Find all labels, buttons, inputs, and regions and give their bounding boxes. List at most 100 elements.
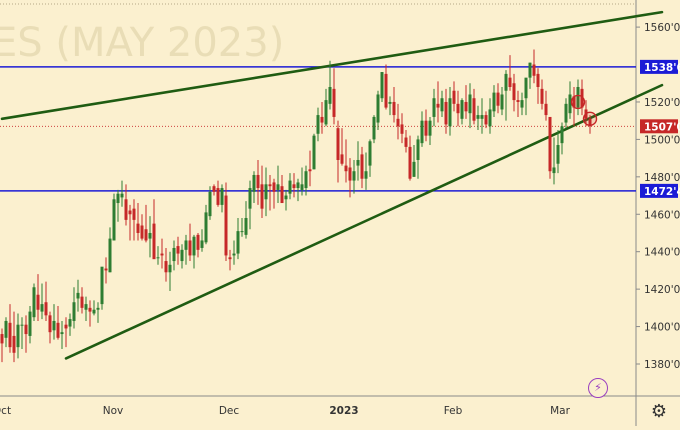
candle <box>312 133 316 170</box>
candle <box>376 90 380 131</box>
candle-body <box>492 92 496 112</box>
candle <box>476 105 480 131</box>
candle-body <box>64 324 68 329</box>
candle-body <box>396 118 400 127</box>
candle-body <box>132 208 136 220</box>
candle-body <box>224 195 228 256</box>
candle <box>460 98 464 125</box>
candle <box>496 83 500 114</box>
candle <box>328 60 332 110</box>
candle <box>536 68 540 104</box>
candle <box>260 165 264 219</box>
candle-body <box>152 223 156 260</box>
candle-body <box>512 83 516 101</box>
candle-body <box>352 171 356 181</box>
candle-body <box>0 334 4 344</box>
candle <box>432 88 436 127</box>
price-tag-label: 1472'4 <box>644 186 680 198</box>
candle-body <box>344 165 348 172</box>
candle-body <box>304 171 308 189</box>
lightning-icon[interactable]: ⚡ <box>588 378 608 398</box>
candle <box>368 139 372 177</box>
candle <box>440 90 444 117</box>
candle <box>404 130 408 153</box>
candle-body <box>456 103 460 114</box>
candle-body <box>424 120 428 136</box>
candle <box>0 328 4 363</box>
candle <box>168 251 172 292</box>
candle <box>468 83 472 129</box>
candle-body <box>448 98 452 127</box>
candle-body <box>244 218 248 235</box>
candle-body <box>296 182 300 189</box>
candle <box>140 214 144 241</box>
gear-icon[interactable]: ⚙ <box>650 401 668 422</box>
y-tick-label: 1460'0 <box>644 209 680 221</box>
candle-body <box>84 304 88 310</box>
candle-body <box>260 184 264 209</box>
candle <box>344 139 348 183</box>
candle <box>480 98 484 134</box>
trendline-0 <box>0 10 664 121</box>
candle-body <box>428 120 432 136</box>
candle-body <box>256 174 260 189</box>
candle <box>72 287 76 329</box>
candle-body <box>196 234 200 250</box>
candle-body <box>276 184 280 190</box>
price-tags: 1538'6 1472'4 1507'0 <box>640 59 680 198</box>
candle-body <box>192 236 196 256</box>
y-tick-label: 1420'0 <box>644 284 680 296</box>
candle <box>472 88 476 125</box>
candle-body <box>588 118 592 127</box>
candle <box>112 193 116 241</box>
candle-body <box>452 90 456 104</box>
candle <box>408 135 412 181</box>
candle <box>144 204 148 243</box>
candle-body <box>440 98 444 112</box>
candle <box>560 122 564 155</box>
candle-body <box>552 167 556 174</box>
candle-body <box>204 212 208 243</box>
candle <box>396 103 400 140</box>
candle <box>132 199 136 241</box>
candle-body <box>356 159 360 166</box>
candle-body <box>188 240 192 256</box>
candle <box>68 313 72 336</box>
candle-body <box>476 115 480 119</box>
candle <box>8 304 12 353</box>
x-axis-ticks: Oct Nov Dec 2023 Feb Mar <box>0 405 571 417</box>
candle <box>244 201 248 239</box>
candle-body <box>232 253 236 256</box>
x-tick-label: Mar <box>550 405 570 417</box>
candle-body <box>368 141 372 166</box>
candle-body <box>72 302 76 321</box>
candle-body <box>104 268 108 271</box>
candle <box>236 218 240 260</box>
candle-body <box>264 184 268 200</box>
candle <box>188 223 192 262</box>
candle <box>384 64 388 110</box>
candle-body <box>268 184 272 187</box>
candle <box>208 186 212 220</box>
candle-body <box>288 180 292 194</box>
candle-body <box>156 257 160 259</box>
candle <box>172 240 176 271</box>
candle-body <box>384 73 388 108</box>
candle-body <box>40 304 44 312</box>
markers <box>570 94 598 127</box>
candle <box>304 165 308 196</box>
candle-body <box>24 324 28 335</box>
candle <box>484 111 488 129</box>
candle-body <box>532 64 536 76</box>
price-tag-label: 1507'0 <box>644 121 680 133</box>
candle <box>568 81 572 119</box>
candle <box>340 128 344 166</box>
candle-body <box>80 296 84 308</box>
candle <box>12 311 16 363</box>
candle <box>56 305 60 340</box>
candle-body <box>408 146 412 179</box>
candle-body <box>416 139 420 160</box>
candle <box>28 305 32 344</box>
